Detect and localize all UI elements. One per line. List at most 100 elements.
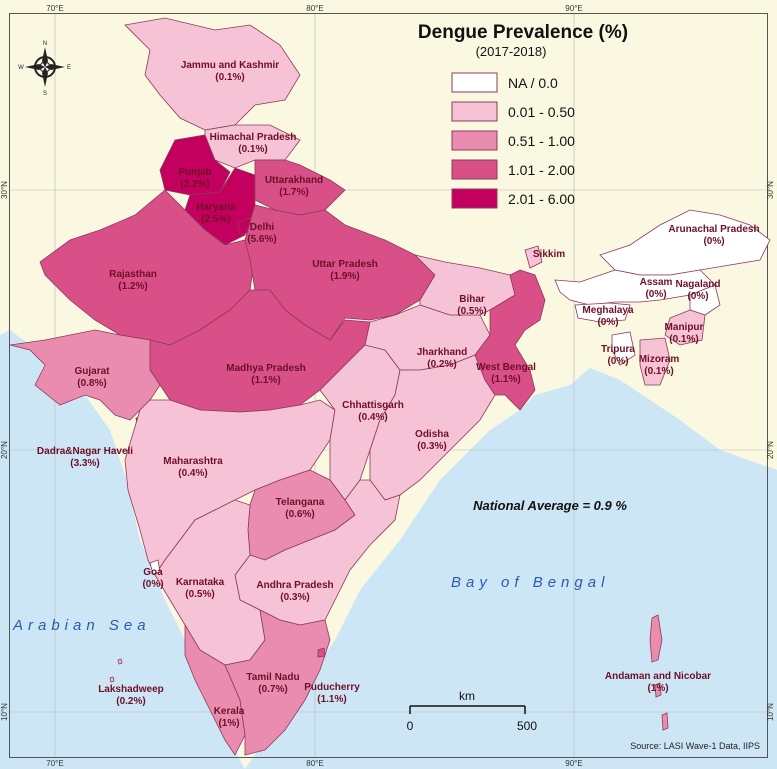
state-label-value: (0%) xyxy=(645,289,666,300)
state-west-bengal xyxy=(474,269,546,411)
state-label-value: (1.2%) xyxy=(118,281,147,292)
state-label-value: (1%) xyxy=(218,718,239,729)
legend-label: NA / 0.0 xyxy=(508,75,558,91)
state-label-value: (0.6%) xyxy=(285,509,314,520)
lon-label: 70°E xyxy=(46,4,63,13)
state-label-value: (1.7%) xyxy=(279,187,308,198)
state-label-name: Madhya Pradesh xyxy=(226,363,305,374)
state-label-name: West Bengal xyxy=(476,362,536,373)
compass-icon: N S W E xyxy=(18,41,71,97)
state-label-value: (2.2%) xyxy=(180,179,209,190)
legend-label: 1.01 - 2.00 xyxy=(508,162,575,178)
state-label-name: Tamil Nadu xyxy=(246,672,299,683)
state-label-value: (2.5%) xyxy=(201,214,230,225)
arabian-sea xyxy=(0,330,245,769)
lon-label: 80°E xyxy=(306,4,323,13)
state-label-name: Sikkim xyxy=(533,249,565,260)
state-label-value: (5.6%) xyxy=(247,234,276,245)
state-label-name: Jammu and Kashmir xyxy=(181,60,279,71)
state-label-name: Karnataka xyxy=(176,577,225,588)
state-label-value: (0.1%) xyxy=(238,144,267,155)
lat-label: 10°N xyxy=(0,703,9,721)
lat-label: 30°N xyxy=(0,181,9,199)
state-kerala xyxy=(184,623,246,756)
state-jammu-kashmir xyxy=(124,17,301,131)
state-label-name: Lakshadweep xyxy=(98,684,164,695)
state-label-value: (0.5%) xyxy=(457,306,486,317)
state-label-value: (1.1%) xyxy=(491,374,520,385)
state-odisha xyxy=(369,354,496,501)
state-goa xyxy=(149,559,161,575)
state-label-name: Nagaland xyxy=(675,279,720,290)
state-label-name: Odisha xyxy=(415,429,449,440)
state-lakshadweep xyxy=(109,658,123,683)
compass-w: W xyxy=(18,65,24,71)
legend-swatch xyxy=(451,188,498,209)
state-label-name: Himachal Pradesh xyxy=(210,132,297,143)
state-label-name: Punjab xyxy=(178,167,211,178)
scale-start: 0 xyxy=(407,719,414,733)
state-label-name: Goa xyxy=(143,567,163,578)
grid-labels: 70°E 80°E 90°E 70°E 80°E 90°E 30°N 20°N … xyxy=(0,4,775,768)
lat-label: 30°N xyxy=(766,181,775,199)
legend-swatch xyxy=(451,72,498,93)
state-label-value: (0%) xyxy=(142,579,163,590)
legend: Dengue Prevalence (%) (2017-2018) NA / 0… xyxy=(418,22,628,209)
state-label-name: Manipur xyxy=(665,322,704,333)
state-label-name: Kerala xyxy=(214,706,245,717)
lon-label: 80°E xyxy=(306,759,323,768)
state-label-name: Telangana xyxy=(276,497,325,508)
state-label-name: Assam xyxy=(640,277,673,288)
national-average: National Average = 0.9 % xyxy=(473,498,627,513)
state-label-value: (0.1%) xyxy=(669,334,698,345)
legend-swatch xyxy=(451,130,498,151)
state-label-name: Puducherry xyxy=(304,682,360,693)
legend-swatch xyxy=(451,101,498,122)
legend-swatch xyxy=(451,159,498,180)
lon-label: 90°E xyxy=(565,4,582,13)
state-label-name: Rajasthan xyxy=(109,269,157,280)
state-labels: Jammu and Kashmir(0.1%)Himachal Pradesh(… xyxy=(37,60,760,729)
state-label-value: (0.4%) xyxy=(178,468,207,479)
scale-end: 500 xyxy=(517,719,537,733)
state-label-value: (1.1%) xyxy=(251,375,280,386)
state-label-value: (0.7%) xyxy=(258,684,287,695)
lat-label: 10°N xyxy=(766,703,775,721)
state-label-value: (0.4%) xyxy=(358,412,387,423)
state-uttarakhand xyxy=(254,159,346,216)
state-label-name: Jharkhand xyxy=(417,347,468,358)
state-label-name: Maharashtra xyxy=(163,456,223,467)
state-label-value: (0.2%) xyxy=(116,696,145,707)
state-nagaland xyxy=(689,284,721,316)
source-note: Source: LASI Wave-1 Data, IIPS xyxy=(630,741,760,751)
state-label-name: Tripura xyxy=(601,344,635,355)
state-label-value: (0.8%) xyxy=(77,378,106,389)
map-frame xyxy=(9,13,768,758)
lat-label: 20°N xyxy=(766,441,775,459)
state-label-value: (1%) xyxy=(647,683,668,694)
state-label-value: (3.3%) xyxy=(70,458,99,469)
state-andaman-nicobar xyxy=(649,614,669,731)
bay-of-bengal xyxy=(245,368,777,769)
state-label-name: Chhattisgarh xyxy=(342,400,404,411)
state-label-name: Meghalaya xyxy=(582,305,634,316)
state-label-name: Dadra&Nagar Haveli xyxy=(37,446,133,457)
state-label-value: (1.9%) xyxy=(330,271,359,282)
lon-label: 90°E xyxy=(565,759,582,768)
state-mizoram xyxy=(639,337,671,386)
state-label-value: (0.3%) xyxy=(280,592,309,603)
lat-label: 20°N xyxy=(0,441,9,459)
state-label-value: (0.2%) xyxy=(427,359,456,370)
state-label-name: Haryana xyxy=(196,202,236,213)
state-label-name: Andaman and Nicobar xyxy=(605,671,711,682)
scale-bar: km 0 500 xyxy=(407,689,538,733)
state-label-value: (0.5%) xyxy=(185,589,214,600)
state-label-name: Uttarakhand xyxy=(265,175,323,186)
state-label-value: (0%) xyxy=(703,236,724,247)
legend-label: 2.01 - 6.00 xyxy=(508,191,575,207)
state-label-value: (0%) xyxy=(597,317,618,328)
state-label-name: Mizoram xyxy=(639,354,680,365)
state-label-value: (1.1%) xyxy=(317,694,346,705)
